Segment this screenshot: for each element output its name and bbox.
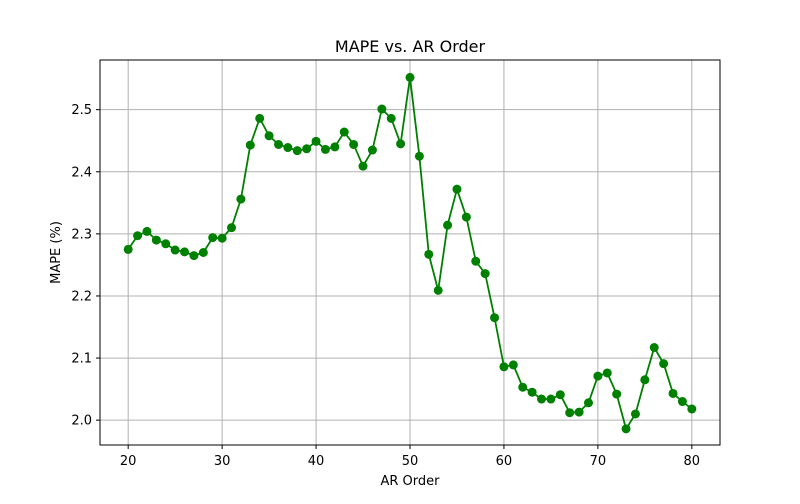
data-point	[339, 127, 349, 137]
data-point	[358, 161, 368, 171]
data-point	[612, 389, 622, 399]
plot-frame	[99, 59, 721, 446]
data-point	[142, 226, 152, 236]
y-tick-label: 2.5	[71, 103, 92, 118]
data-point	[189, 251, 199, 261]
data-point	[255, 113, 265, 123]
data-point	[621, 424, 631, 434]
data-point	[565, 408, 575, 418]
data-point	[198, 248, 208, 257]
data-point	[452, 184, 462, 194]
data-point	[508, 360, 518, 370]
data-point	[527, 387, 537, 397]
data-point	[170, 245, 180, 255]
x-tick-label: 70	[590, 454, 607, 469]
data-point	[283, 143, 293, 153]
x-tick-label: 40	[308, 454, 325, 469]
data-point	[602, 368, 612, 378]
data-point	[630, 409, 640, 419]
data-point	[499, 362, 509, 372]
y-tick-label: 2.1	[71, 352, 92, 367]
data-point	[405, 72, 415, 82]
data-point	[518, 382, 528, 392]
y-axis-label: MAPE (%)	[49, 221, 64, 284]
data-point	[396, 139, 406, 149]
data-point	[377, 104, 387, 114]
data-point	[302, 144, 312, 154]
data-point	[236, 194, 246, 204]
data-point	[245, 140, 255, 150]
data-point	[227, 223, 237, 233]
data-point	[367, 145, 377, 155]
x-tick-label: 50	[402, 454, 419, 469]
data-point	[424, 249, 434, 259]
grid-lines	[100, 60, 720, 445]
data-point	[349, 139, 359, 149]
y-tick-label: 2.2	[71, 289, 92, 304]
x-axis-label: AR Order	[380, 474, 440, 489]
data-point	[133, 231, 143, 241]
data-point	[161, 239, 171, 249]
data-point	[330, 142, 340, 152]
axis-ticks: 20 30 40 50 60 70 80 2.0 2.1 2.2 2.3 2.4 2.5	[71, 103, 700, 469]
data-point	[687, 404, 697, 414]
data-point	[640, 375, 650, 385]
chart-title: MAPE vs. AR Order	[335, 37, 486, 56]
data-point	[151, 235, 161, 245]
data-point	[649, 343, 659, 353]
data-point	[471, 256, 481, 266]
x-tick-label: 60	[496, 454, 513, 469]
data-point	[414, 151, 424, 161]
data-point	[320, 144, 330, 154]
data-point	[480, 269, 490, 279]
data-point	[659, 359, 669, 369]
data-point	[123, 244, 133, 254]
y-tick-label: 2.3	[71, 227, 92, 242]
data-point	[461, 212, 471, 222]
x-tick-label: 20	[120, 454, 137, 469]
y-tick-label: 2.0	[71, 414, 92, 429]
data-point	[574, 407, 584, 417]
series-mape	[123, 72, 697, 434]
data-point	[433, 285, 443, 295]
data-point	[490, 313, 500, 323]
data-point	[668, 388, 678, 398]
data-point	[311, 136, 321, 146]
data-point	[537, 394, 547, 404]
x-tick-label: 30	[214, 454, 231, 469]
data-point	[292, 146, 302, 156]
data-point	[217, 233, 227, 243]
x-tick-label: 80	[684, 454, 701, 469]
data-point	[546, 394, 556, 404]
data-point	[583, 398, 593, 408]
data-point	[273, 139, 283, 149]
data-point	[555, 390, 565, 400]
data-point	[443, 220, 453, 230]
data-point	[264, 131, 274, 141]
data-point	[593, 371, 603, 381]
y-tick-label: 2.4	[71, 165, 92, 180]
data-point	[180, 247, 190, 257]
data-point	[208, 233, 218, 243]
data-point	[386, 113, 396, 123]
data-point	[677, 397, 687, 407]
